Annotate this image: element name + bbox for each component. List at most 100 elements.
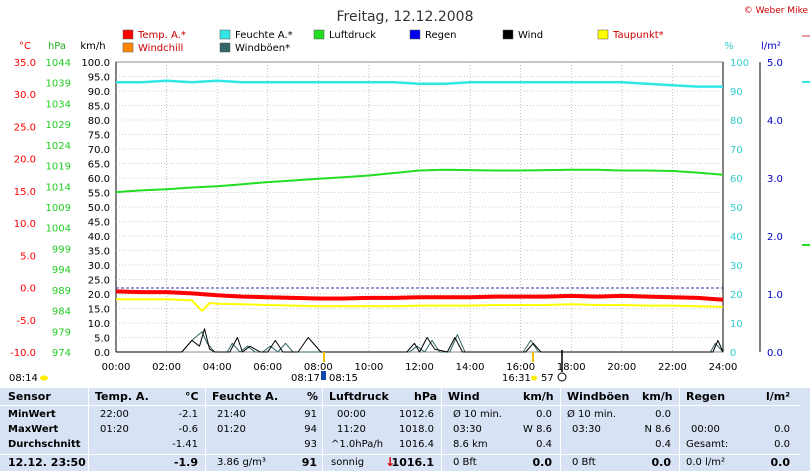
series-wind-line [116, 328, 724, 353]
wind-tick-label: 25.0 [88, 276, 110, 287]
pressure-current-value: 1016.1 [391, 456, 434, 469]
copyright-text: © Weber Mike [744, 6, 809, 16]
sensor-header: Sensor [8, 390, 51, 403]
chart-legend: Temp. A.* Feuchte A.* Luftdruck Regen Wind Ta… [122, 29, 664, 54]
wind-tick-label: 30.0 [88, 261, 110, 272]
chart-series [115, 79, 724, 353]
chart-axes: 35.0 30.0 25.0 20.0 15.0 10.0 5.0 0.0 -5.0 -10.0 1… [10, 58, 783, 373]
x-tick-label: 24:00 [709, 362, 738, 373]
wind-beaufort: 0 Bft [453, 457, 477, 468]
legend-swatch [409, 29, 421, 40]
weather-chart: Freitag, 12.12.2008 © Weber Mike Temp. A… [9, 6, 810, 384]
row-label-min: MinWert [8, 409, 56, 420]
rain-current-amount: 0.0 l/m² [686, 457, 725, 468]
wind-tick-label: 35.0 [88, 247, 110, 258]
x-tick-label: 18:00 [557, 362, 586, 373]
moon-phase-icon [557, 372, 567, 382]
pressure-unit: hPa [414, 390, 438, 403]
pressure-max-value: 1018.0 [399, 424, 434, 435]
x-tick-label: 00:00 [102, 362, 131, 373]
wind-tick-label: 15.0 [88, 305, 110, 316]
row-label-avg: Durchschnitt [8, 439, 81, 450]
legend-label: Windböen* [235, 43, 290, 54]
humidity-tick-label: 30 [730, 261, 743, 272]
statistics-panel: Sensor MinWert MaxWert Durchschnitt 12.1… [0, 388, 800, 471]
humidity-max-time: 01:20 [217, 424, 246, 435]
chart-title: Freitag, 12.12.2008 [337, 9, 474, 25]
rain-tick-label: 2.0 [767, 232, 783, 243]
chart-grid [116, 61, 723, 353]
moon-phase-value: 57 [541, 373, 554, 384]
legend-swatch [597, 29, 609, 40]
weather-forecast: sonnig [331, 457, 365, 468]
humidity-tick-label: 0 [730, 348, 736, 359]
pressure-tick-label: 974 [52, 348, 71, 359]
wind-tick-label: 55.0 [88, 189, 110, 200]
sun-icon [40, 375, 48, 381]
pressure-tick-label: 1014 [46, 182, 71, 193]
rain-max-value: 0.0 [774, 424, 790, 435]
wind-tick-label: 85.0 [88, 102, 110, 113]
pressure-tick-label: 994 [52, 265, 71, 276]
series-luftdruck-line [115, 168, 724, 194]
humidity-unit: % [307, 390, 319, 403]
wind-tick-label: 20.0 [88, 290, 110, 301]
temp-max-time: 01:20 [100, 424, 129, 435]
x-tick-label: 22:00 [658, 362, 687, 373]
wind-tick-label: 5.0 [94, 334, 110, 345]
wind-header: Wind [448, 390, 480, 403]
wind-max-time: 03:30 [453, 424, 482, 435]
legend-label: Wind [518, 30, 543, 41]
sunrise-time: 08:14 [9, 373, 38, 384]
rain-axis-label: l/m² [761, 41, 781, 52]
x-tick-label: 20:00 [607, 362, 636, 373]
legend-label: Windchill [138, 43, 183, 54]
pressure-trend-arrow: ↓ [385, 455, 396, 469]
moonset-time: 08:15 [329, 373, 358, 384]
humidity-tick-label: 100 [730, 58, 749, 69]
humidity-header: Feuchte A. [212, 390, 279, 403]
humidity-tick-label: 90 [730, 87, 743, 98]
temp-header: Temp. A. [95, 390, 149, 403]
x-tick-label: 04:00 [203, 362, 232, 373]
temp-tick-label: 30.0 [14, 90, 36, 101]
x-tick-label: 16:00 [506, 362, 535, 373]
wind-tick-label: 50.0 [88, 203, 110, 214]
pressure-tick-label: 989 [52, 286, 71, 297]
humidity-tick-label: 10 [730, 319, 743, 330]
humidity-tick-label: 40 [730, 232, 743, 243]
rain-current-value: 0.0 [770, 456, 791, 469]
temp-tick-label: 25.0 [14, 122, 36, 133]
wind-avg-label: Ø 10 min. [453, 409, 502, 420]
humidity-max-value: 94 [304, 424, 317, 435]
x-tick-label: 14:00 [456, 362, 485, 373]
gust-unit: km/h [642, 390, 673, 403]
gust-max-time: 03:30 [572, 424, 601, 435]
rain-time: 00:00 [691, 424, 720, 435]
humidity-min-time: 21:40 [217, 409, 246, 420]
wind-run: 8.6 km [453, 439, 488, 450]
humidity-tick-label: 60 [730, 174, 743, 185]
wind-unit: km/h [523, 390, 554, 403]
series-taupunkt-line [116, 298, 724, 312]
series-tempa-line [115, 289, 724, 302]
legend-swatch [122, 42, 134, 53]
humidity-min-value: 91 [304, 409, 317, 420]
temp-tick-label: 0.0 [20, 284, 36, 295]
pressure-tick-label: 1044 [46, 58, 71, 69]
rain-header: Regen [686, 390, 726, 403]
gust-beaufort: 0 Bft [572, 457, 596, 468]
sunset-icon [531, 375, 537, 381]
gust-current-value: 0.0 [651, 456, 672, 469]
pressure-tick-label: 1039 [46, 79, 71, 90]
right-edge-markers [802, 35, 810, 246]
pressure-tick-label: 1009 [46, 203, 71, 214]
x-tick-label: 02:00 [152, 362, 181, 373]
wind-tick-label: 80.0 [88, 116, 110, 127]
pressure-avg-value: 1016.4 [399, 439, 434, 450]
x-tick-label: 10:00 [355, 362, 384, 373]
legend-label: Feuchte A.* [235, 30, 293, 41]
rain-tick-label: 1.0 [767, 290, 783, 301]
row-label-max: MaxWert [8, 424, 59, 435]
pressure-tick-label: 1029 [46, 120, 71, 131]
